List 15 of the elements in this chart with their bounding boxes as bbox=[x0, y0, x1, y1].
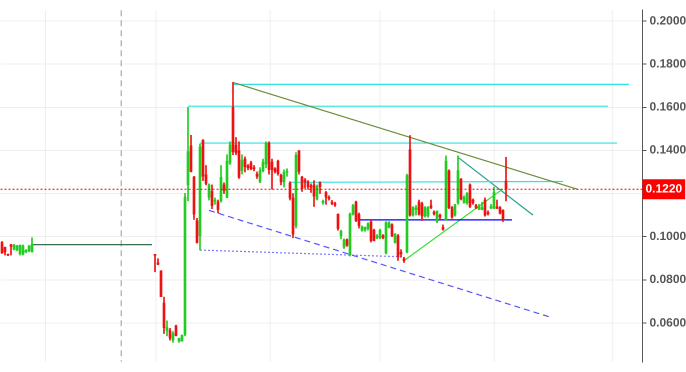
candlestick bbox=[430, 200, 432, 209]
candlestick bbox=[10, 244, 12, 256]
ref-line-label: 0.1220 bbox=[646, 182, 683, 196]
y-tick-label: 0.0800 bbox=[650, 272, 686, 286]
candlestick bbox=[504, 156, 508, 202]
candlestick bbox=[154, 254, 156, 272]
y-tick-label: 0.0600 bbox=[650, 315, 686, 330]
y-tick-label: 0.1800 bbox=[650, 56, 686, 70]
candlestick bbox=[414, 205, 418, 216]
candlestick bbox=[304, 178, 306, 188]
y-tick-label: 0.1600 bbox=[650, 100, 686, 114]
y-tick-label: 0.1000 bbox=[650, 229, 686, 244]
y-tick-label: 0.1400 bbox=[650, 142, 686, 157]
candlestick bbox=[166, 320, 168, 336]
y-tick-label: 0.2000 bbox=[650, 13, 686, 28]
